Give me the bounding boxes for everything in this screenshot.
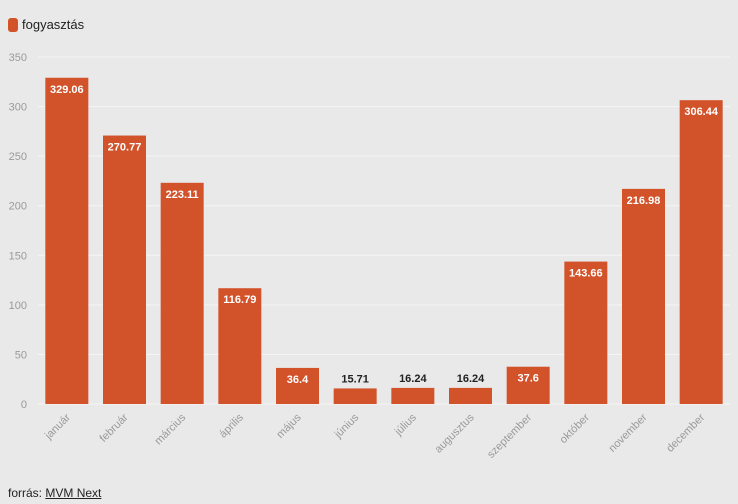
x-tick-label: június xyxy=(332,411,362,441)
data-label: 216.98 xyxy=(627,195,661,207)
data-label: 223.11 xyxy=(166,189,199,201)
data-label: 329.06 xyxy=(50,84,84,96)
y-tick-label: 300 xyxy=(9,102,27,114)
data-label: 270.77 xyxy=(108,142,142,154)
data-label: 306.44 xyxy=(684,106,719,118)
y-tick-label: 0 xyxy=(21,399,27,411)
legend[interactable]: fogyasztás xyxy=(8,17,84,32)
data-label: 16.24 xyxy=(399,373,427,385)
bar-december[interactable] xyxy=(679,100,723,404)
bar-február[interactable] xyxy=(103,135,146,404)
bar-augusztus[interactable] xyxy=(449,387,492,404)
x-tick-label: július xyxy=(392,411,419,438)
x-tick-label: március xyxy=(153,411,189,447)
bar-május[interactable] xyxy=(276,367,319,404)
data-label: 36.4 xyxy=(287,374,309,386)
bar-január[interactable] xyxy=(45,77,89,405)
x-tick-label: szeptember xyxy=(485,411,534,460)
bar-április[interactable] xyxy=(218,288,262,404)
bar-március[interactable] xyxy=(160,182,204,404)
bar-október[interactable] xyxy=(564,261,608,404)
y-tick-label: 350 xyxy=(9,52,27,64)
source-link[interactable]: MVM Next xyxy=(45,486,102,500)
data-label: 15.71 xyxy=(341,373,369,385)
bar-július[interactable] xyxy=(391,387,435,404)
x-tick-label: május xyxy=(274,411,304,441)
legend-swatch xyxy=(8,17,18,32)
x-tick-label: december xyxy=(664,411,707,454)
y-tick-label: 50 xyxy=(15,349,27,361)
legend-label: fogyasztás xyxy=(22,17,85,32)
y-tick-label: 100 xyxy=(9,300,27,312)
bar-június[interactable] xyxy=(333,388,377,404)
y-tick-label: 150 xyxy=(9,250,27,262)
x-tick-label: február xyxy=(97,411,130,444)
source-note: forrás: MVM Next xyxy=(8,486,101,500)
bar-november[interactable] xyxy=(622,188,665,404)
y-tick-label: 200 xyxy=(9,201,27,213)
x-tick-label: október xyxy=(558,411,593,446)
x-tick-label: január xyxy=(42,411,73,442)
bar-szeptember[interactable] xyxy=(506,366,550,404)
y-tick-label: 250 xyxy=(9,151,27,163)
data-label: 37.6 xyxy=(517,373,538,385)
x-tick-label: április xyxy=(217,411,246,440)
data-label: 116.79 xyxy=(223,294,256,306)
data-label: 143.66 xyxy=(569,268,603,280)
data-label: 16.24 xyxy=(457,373,485,385)
source-prefix: forrás: xyxy=(8,486,43,500)
x-tick-label: november xyxy=(607,411,650,454)
x-tick-label: augusztus xyxy=(433,411,477,455)
